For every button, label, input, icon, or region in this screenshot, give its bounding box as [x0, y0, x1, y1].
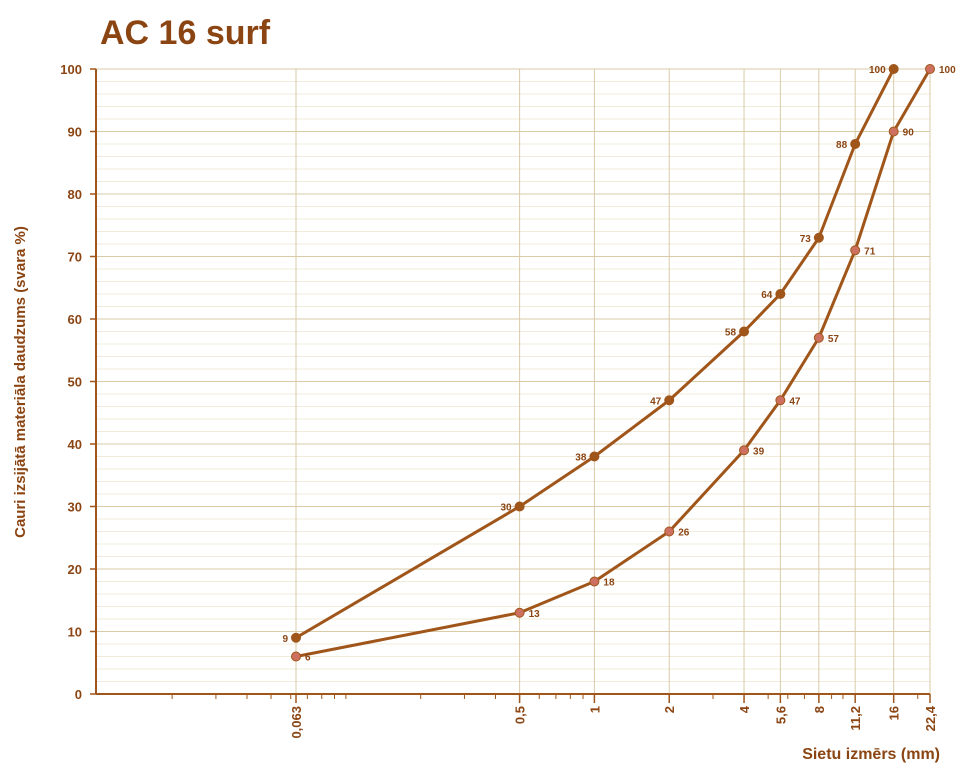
x-tick-label: 1: [587, 706, 602, 713]
data-label: 47: [789, 396, 801, 407]
x-tick-label: 4: [737, 705, 752, 713]
data-label: 90: [903, 128, 915, 139]
x-tick-label: 0,5: [513, 706, 528, 724]
data-label: 73: [800, 234, 812, 245]
x-tick-label: 16: [887, 706, 902, 720]
y-tick-label: 80: [68, 187, 82, 202]
data-label: 64: [761, 290, 773, 301]
data-label: 47: [650, 396, 662, 407]
data-point: [813, 232, 824, 243]
x-tick-label: 2: [662, 706, 677, 713]
data-point: [664, 526, 675, 537]
y-axis-label: Cauri izsijātā materiāla daudzums (svara…: [12, 226, 29, 538]
x-tick-label: 22,4: [923, 705, 938, 731]
data-point: [514, 607, 525, 618]
y-tick-label: 30: [68, 500, 82, 515]
y-tick-label: 0: [75, 687, 82, 702]
data-label: 38: [575, 453, 587, 464]
data-point: [813, 332, 824, 343]
data-point: [888, 126, 899, 137]
data-point: [291, 651, 301, 662]
x-tick-label: 11,2: [848, 706, 863, 731]
x-tick-labels: 0,063 0,5 1 2 4 5,6 8 11,2 16 22,4: [289, 705, 938, 738]
data-point: [888, 64, 899, 74]
y-tick-label: 90: [68, 125, 82, 140]
data-label: 26: [678, 528, 690, 539]
y-tick-label: 70: [68, 250, 82, 265]
data-point: [850, 245, 861, 256]
data-label: 100: [939, 65, 956, 76]
data-point: [739, 326, 750, 337]
data-point: [775, 289, 786, 299]
y-tick-label: 60: [68, 312, 82, 327]
data-label: 13: [529, 609, 541, 620]
data-point: [291, 632, 301, 643]
y-tick-labels: 0 10 20 30 40 50 60 70 80 90 100: [60, 62, 82, 702]
y-tick-label: 40: [68, 437, 82, 452]
data-point: [514, 501, 525, 512]
data-label: 30: [500, 503, 512, 514]
data-label: 18: [603, 578, 615, 589]
data-label: 58: [725, 328, 737, 339]
data-label: 6: [305, 653, 311, 664]
x-tick-label: 0,063: [289, 706, 304, 739]
x-tick-label: 8: [812, 706, 827, 713]
data-label: 57: [828, 334, 840, 345]
data-label: 71: [864, 246, 876, 257]
chart-title: AC 16 surf: [100, 14, 271, 52]
x-tick-label: 5,6: [773, 706, 788, 724]
data-label: 9: [282, 634, 288, 645]
data-label: 100: [869, 65, 886, 76]
y-tick-label: 50: [68, 375, 82, 390]
y-tick-label: 20: [68, 562, 82, 577]
data-point: [850, 139, 861, 149]
data-point: [925, 64, 935, 74]
series-1: 9 30 38 47 58 64 73 88 100: [282, 64, 899, 645]
grid: [96, 68, 931, 695]
data-point: [664, 395, 675, 406]
data-point: [589, 451, 600, 462]
series-layer: 9 30 38 47 58 64 73 88 100 6 13 18 26 39 47 57 71 90 100: [282, 64, 956, 664]
data-point: [589, 576, 600, 587]
data-point: [775, 395, 786, 406]
y-tick-label: 10: [68, 625, 82, 640]
data-point: [739, 445, 750, 456]
axes: [90, 68, 931, 703]
data-label: 88: [836, 140, 848, 151]
x-axis-label: Sietu izmērs (mm): [802, 746, 940, 763]
data-label: 39: [753, 446, 765, 457]
series-2: 6 13 18 26 39 47 57 71 90 100: [291, 64, 956, 664]
series-line: [295, 68, 932, 658]
y-tick-label: 100: [60, 62, 82, 77]
